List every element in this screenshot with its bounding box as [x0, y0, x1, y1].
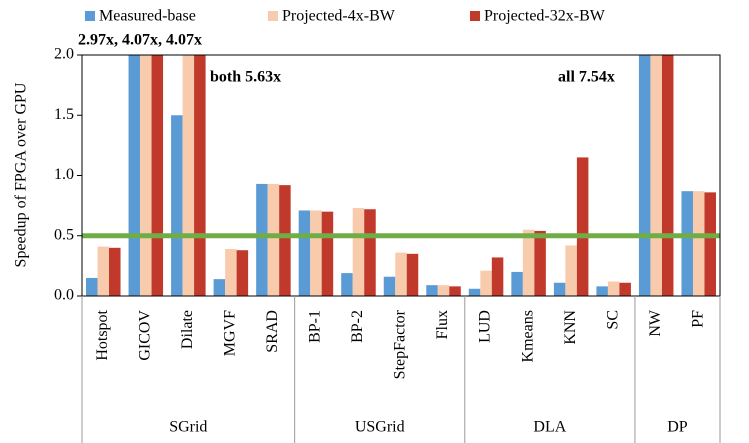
bar — [692, 191, 705, 296]
x-tick-label: KNN — [562, 310, 579, 345]
bar — [426, 285, 438, 296]
bar — [638, 55, 651, 296]
bar — [182, 55, 195, 296]
x-tick-label: SC — [604, 310, 621, 330]
bar — [596, 286, 608, 296]
bar — [279, 185, 291, 296]
bar — [364, 209, 376, 296]
bar — [576, 157, 589, 296]
group-label: DP — [667, 419, 688, 436]
x-tick-label: MGVF — [222, 310, 239, 356]
bar — [151, 55, 164, 296]
bar — [321, 211, 334, 296]
bar — [128, 55, 141, 296]
legend-swatch — [85, 11, 95, 21]
bar — [267, 183, 280, 296]
x-tick-label: StepFactor — [392, 309, 409, 379]
bar — [310, 210, 322, 296]
x-tick-label: PF — [689, 310, 706, 328]
y-axis-label: Speedup of FPGA over GPU — [13, 82, 30, 267]
x-tick-label: Flux — [434, 310, 451, 339]
bar — [553, 282, 566, 296]
bar — [491, 257, 504, 296]
legend-label: Projected-32x-BW — [484, 8, 606, 25]
bar — [480, 270, 492, 296]
group-label: SGrid — [169, 419, 207, 436]
bar — [650, 55, 662, 296]
bar — [406, 253, 419, 296]
bar — [86, 277, 98, 296]
bar — [522, 229, 535, 296]
x-tick-label: BP-1 — [307, 310, 324, 343]
y-tick-label: 1.0 — [54, 166, 74, 183]
x-tick-label: Dilate — [179, 310, 196, 349]
bar — [109, 247, 121, 296]
x-tick-label: LUD — [477, 310, 494, 343]
bar — [256, 183, 268, 296]
bar — [704, 192, 716, 296]
bar — [565, 245, 577, 296]
group-label: USGrid — [355, 419, 405, 436]
annotation: 2.97x, 4.07x, 4.07x — [78, 32, 202, 49]
bar — [341, 273, 353, 296]
y-tick-label: 0.5 — [54, 226, 74, 243]
y-tick-label: 1.5 — [54, 106, 74, 123]
bar — [534, 230, 546, 296]
bar — [225, 249, 237, 296]
bar — [236, 250, 249, 296]
bar — [661, 55, 674, 296]
group-label: DLA — [533, 419, 566, 436]
y-tick-label: 2.0 — [54, 46, 74, 63]
annotation: all 7.54x — [558, 69, 615, 86]
bar — [619, 282, 631, 296]
x-tick-label: GICOV — [136, 310, 153, 361]
bar — [298, 210, 311, 296]
bar — [437, 285, 450, 296]
legend-swatch — [470, 11, 480, 21]
legend-label: Projected-4x-BW — [282, 8, 396, 25]
bar — [213, 279, 226, 296]
x-tick-label: Kmeans — [519, 310, 536, 362]
plot-frame — [81, 54, 721, 297]
x-tick-label: BP-2 — [349, 310, 366, 343]
bar — [607, 281, 620, 296]
bar — [681, 191, 693, 296]
bar — [383, 276, 396, 296]
x-tick-label: Hotspot — [94, 309, 111, 360]
bar — [395, 252, 407, 296]
bar — [449, 286, 461, 296]
bar — [171, 115, 183, 296]
x-tick-label: NW — [647, 309, 664, 337]
bar — [468, 288, 481, 296]
y-tick-label: 0.0 — [54, 287, 74, 304]
bar — [352, 208, 365, 296]
bar — [97, 246, 110, 296]
bar — [140, 55, 152, 296]
bar — [511, 271, 523, 296]
legend-label: Measured-base — [99, 8, 196, 25]
x-tick-label: SRAD — [264, 310, 281, 353]
bar — [194, 55, 206, 296]
annotation: both 5.63x — [210, 69, 281, 86]
legend-swatch — [268, 11, 278, 21]
